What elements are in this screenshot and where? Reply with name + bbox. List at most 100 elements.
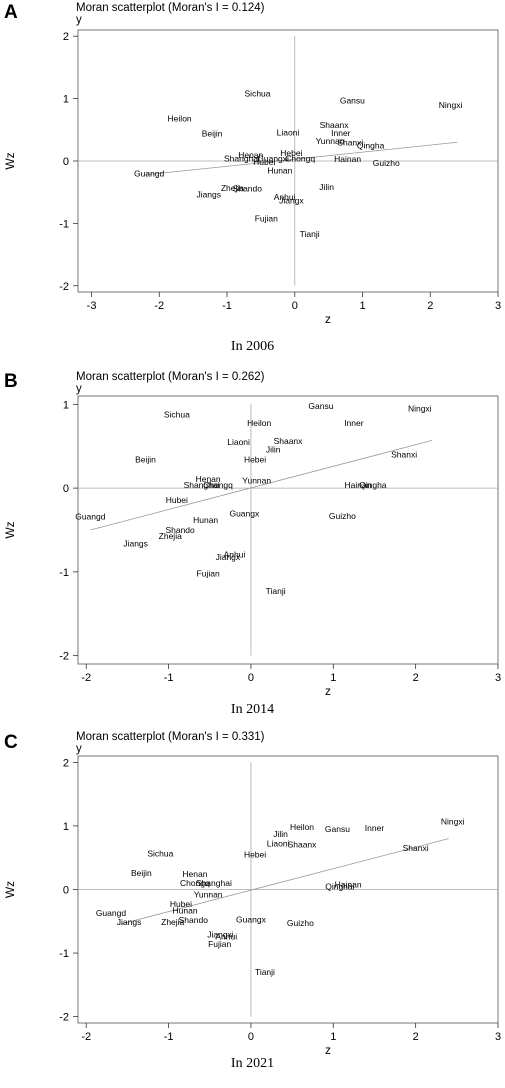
y-tick-label: 2 [63, 757, 69, 769]
point-label: Jiangx [279, 195, 304, 205]
point-label: Sichua [245, 89, 271, 99]
point-label: Liaoni [277, 127, 300, 137]
x-tick-label: -1 [222, 300, 232, 312]
point-label: Liaoni [227, 437, 250, 447]
point-label: Henan [182, 869, 207, 879]
point-label: Shanxi [391, 450, 417, 460]
point-label: Guangxi [257, 154, 289, 164]
x-tick-label: 0 [248, 1031, 254, 1043]
point-label: Jilin [266, 445, 281, 455]
point-label: Guangx [236, 914, 267, 924]
point-label: Yunnan [194, 890, 223, 900]
point-label: Henan [238, 150, 263, 160]
point-label: Chongq [285, 154, 315, 164]
panel-title-y: y [76, 383, 82, 395]
y-tick-label: -1 [59, 567, 69, 579]
point-label: Chongq [203, 480, 233, 490]
scatter-plot-a: -3 -2 -1 0 1 2 3 -2 -1 0 1 2 z Wz Sichua Gansu Ningxi Hei… [3, 29, 501, 326]
x-tick-label: 3 [495, 300, 501, 312]
y-tick-label: -2 [59, 651, 69, 663]
point-label: Fujian [197, 569, 220, 579]
point-label: Fujian [208, 939, 231, 949]
point-label: Shanghai [224, 154, 260, 164]
x-axis-label: z [325, 312, 331, 326]
point-label: Hubei [170, 899, 192, 909]
y-tick-label: 0 [63, 483, 69, 495]
point-label: Hainan [345, 480, 372, 490]
point-label: Tianji [266, 586, 286, 596]
point-label: Beijin [131, 868, 152, 878]
x-tick-label: -1 [164, 1031, 174, 1043]
y-tick-label: -1 [59, 218, 69, 230]
x-tick-label: 1 [330, 1031, 336, 1043]
x-tick-label: -2 [154, 300, 164, 312]
point-label: Qingha [359, 480, 387, 490]
point-label: Zhejia [159, 531, 182, 541]
x-tick-label: 3 [495, 1031, 501, 1043]
panel-caption: In 2006 [230, 339, 275, 354]
point-label: Jiangs [196, 190, 221, 200]
point-label: Inner [344, 418, 364, 428]
point-label: Jiangs [117, 917, 142, 927]
point-label: Hainan [334, 154, 361, 164]
point-label: Liaoni [267, 839, 290, 849]
point-label: Beijin [135, 455, 156, 465]
panel-caption: In 2021 [230, 1056, 275, 1071]
point-label: Ningxi [408, 404, 432, 414]
point-label: Sichua [164, 409, 190, 419]
point-label: Shanxi [337, 137, 363, 147]
point-label: Jiangs [123, 538, 148, 548]
point-label: Jilin [273, 829, 288, 839]
point-label: Anhui [215, 932, 237, 942]
panel-caption: In 2014 [230, 702, 275, 717]
x-tick-label: 2 [413, 672, 419, 684]
point-label: Ningxi [439, 100, 463, 110]
x-tick-label: 0 [248, 672, 254, 684]
y-tick-label: -2 [59, 281, 69, 293]
x-tick-label: 2 [413, 1031, 419, 1043]
point-label: Fujian [255, 213, 278, 223]
point-label: Shando [233, 183, 263, 193]
point-label: Tianji [255, 967, 275, 977]
point-label: Chongq [180, 878, 210, 888]
point-label: Yunnan [242, 476, 271, 486]
x-tick-label: -2 [81, 1031, 91, 1043]
scatter-plot-c: -2 -1 0 1 2 3 -2 -1 0 1 2 z Wz Ningxi Heilon Gansu Inner… [3, 755, 501, 1057]
point-label: Ningxi [441, 816, 465, 826]
y-axis-label: Wz [3, 881, 17, 898]
point-label: Guangd [134, 168, 165, 178]
point-label: Zhejia [221, 183, 244, 193]
x-tick-label: -2 [81, 672, 91, 684]
point-label: Hunan [267, 165, 292, 175]
point-label: Tianji [300, 229, 320, 239]
panel-title: Moran scatterplot (Moran's I = 0.262) [76, 371, 265, 383]
point-label: Hainan [335, 879, 362, 889]
point-label: Qingha [357, 140, 385, 150]
point-label: Hebei [244, 455, 266, 465]
point-label: Inner [331, 128, 351, 138]
point-label: Yunnan [316, 136, 345, 146]
point-label: Hubei [253, 157, 275, 167]
point-label: Gansu [308, 401, 333, 411]
point-label: Zhejia [161, 917, 184, 927]
point-label: Shando [179, 915, 209, 925]
x-tick-label: -3 [87, 300, 97, 312]
point-label: Gansu [340, 95, 365, 105]
point-label: Shando [165, 525, 195, 535]
point-label: Beijin [202, 129, 223, 139]
point-label: Guizho [287, 918, 314, 928]
point-label: Hunan [173, 905, 198, 915]
panel-c: C Moran scatterplot (Moran's I = 0.331) … [0, 728, 505, 1088]
point-label: Qinghai [325, 881, 354, 891]
point-label: Anhui [224, 549, 246, 559]
y-tick-label: 2 [63, 31, 69, 43]
panel-a: A Moran scatterplot (Moran's I = 0.124) … [0, 0, 505, 360]
panel-b: B Moran scatterplot (Moran's I = 0.262) … [0, 366, 505, 726]
panel-letter: B [4, 371, 18, 392]
panel-title-y: y [76, 14, 82, 26]
y-tick-label: -2 [59, 1012, 69, 1024]
panel-letter: A [4, 2, 18, 23]
point-label: Guangd [96, 908, 127, 918]
point-label: Jiangxi [207, 930, 234, 940]
fit-line [119, 838, 449, 925]
